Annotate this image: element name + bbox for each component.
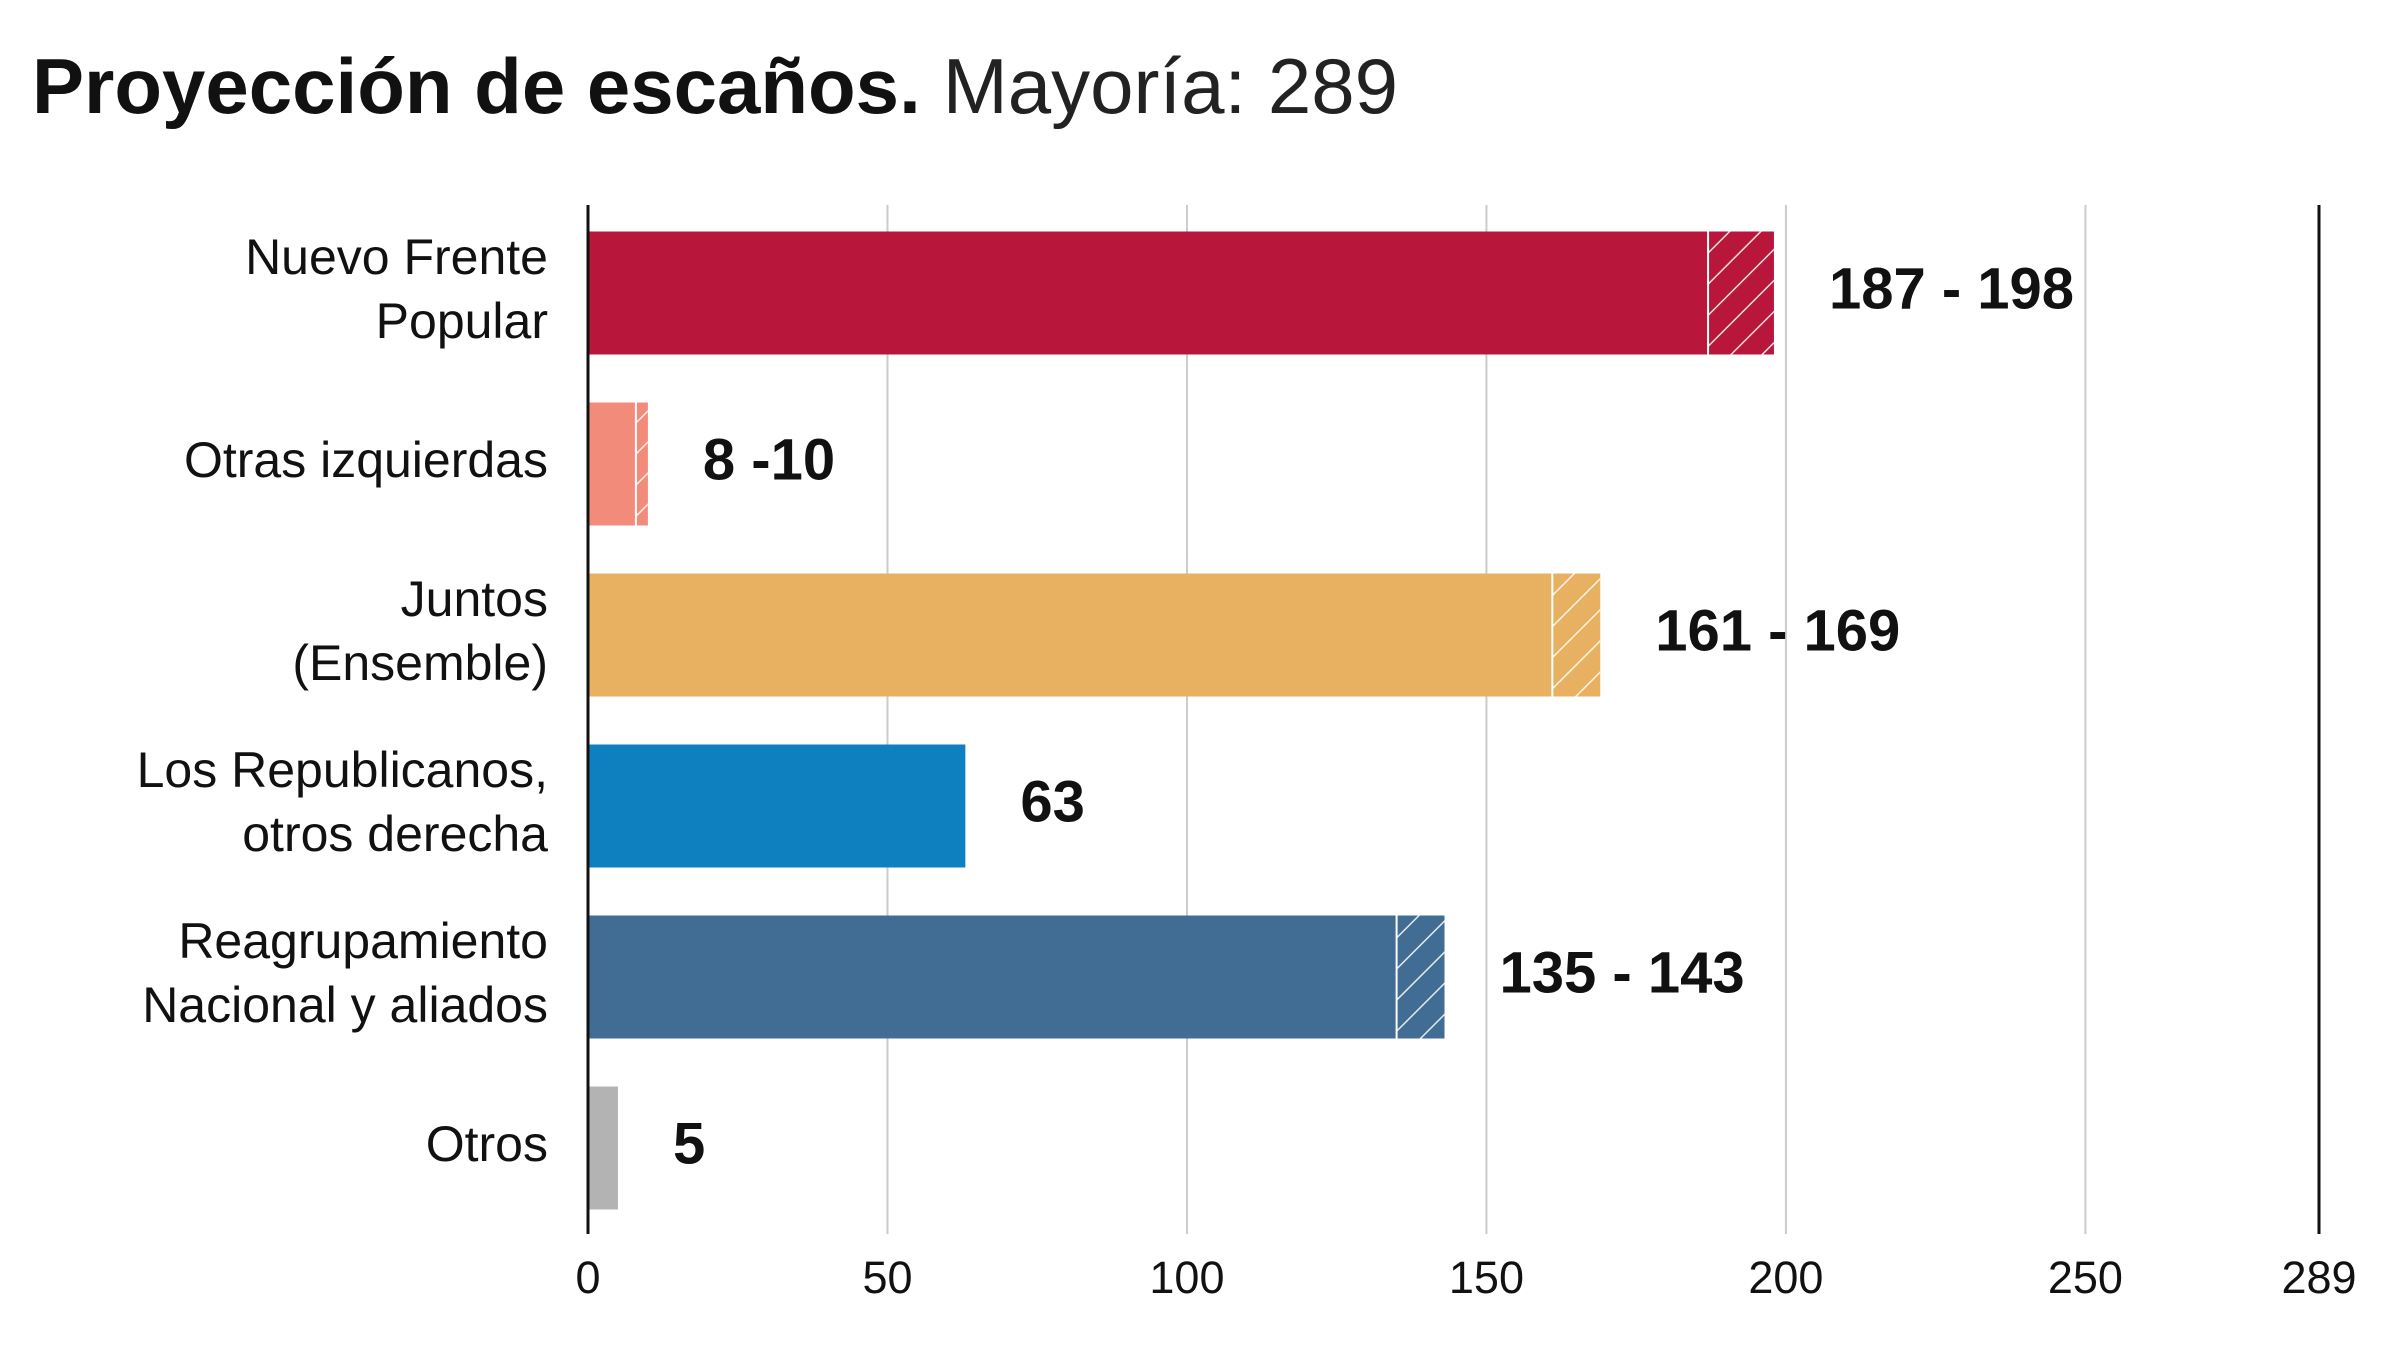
bar: [588, 915, 1397, 1039]
category-label-line: otros derecha: [242, 806, 548, 862]
bar: [588, 231, 1709, 355]
chart-title: Proyección de escaños.: [32, 42, 921, 130]
category-label-line: (Ensemble): [292, 635, 548, 691]
x-tick-label: 250: [2048, 1252, 2123, 1303]
category-label: Los Republicanos, otros derecha: [137, 742, 549, 862]
category-label: Reagrupamiento Nacional y aliados: [142, 913, 548, 1033]
bar: [588, 1086, 618, 1210]
category-label-line: Juntos: [401, 571, 548, 627]
x-tick-label: 50: [862, 1252, 912, 1303]
category-label: Otros: [426, 1116, 548, 1172]
x-tick-label: 0: [575, 1252, 600, 1303]
x-tick-label: 289: [2281, 1252, 2356, 1303]
category-label-line: Otras izquierdas: [184, 432, 548, 488]
bar: [588, 402, 636, 526]
value-label: 187 - 198: [1829, 256, 2074, 321]
category-label: Juntos (Ensemble): [292, 571, 548, 691]
value-label: 135 - 143: [1500, 940, 1745, 1005]
category-label: Otras izquierdas: [184, 432, 548, 488]
bar: [588, 744, 966, 868]
value-label: 8 -10: [703, 427, 835, 492]
category-label: Nuevo Frente Popular: [245, 229, 548, 349]
bar: [588, 573, 1553, 697]
range-hatch: [635, 402, 648, 526]
category-label-line: Nuevo Frente: [245, 229, 548, 285]
range-hatch: [1396, 915, 1445, 1039]
range-hatch: [1708, 231, 1774, 355]
category-label-line: Los Republicanos,: [137, 742, 548, 798]
x-tick-label: 150: [1449, 1252, 1524, 1303]
category-label-line: Reagrupamiento: [178, 913, 548, 969]
category-label-line: Otros: [426, 1116, 548, 1172]
x-tick-label: 200: [1748, 1252, 1823, 1303]
range-hatch: [1552, 573, 1601, 697]
value-label: 5: [673, 1111, 705, 1176]
value-label: 161 - 169: [1655, 598, 1900, 663]
plot: 0 50 100 150 200 250 289 187 - 198 Nuevo Frente P…: [137, 205, 2357, 1303]
x-tick-label: 100: [1149, 1252, 1224, 1303]
value-label: 63: [1020, 769, 1085, 834]
category-label-line: Nacional y aliados: [142, 977, 548, 1033]
category-label-line: Popular: [376, 293, 548, 349]
chart-subtitle: Mayoría: 289: [943, 42, 1398, 130]
chart-title-group: Proyección de escaños. Mayoría: 289: [32, 42, 1398, 130]
